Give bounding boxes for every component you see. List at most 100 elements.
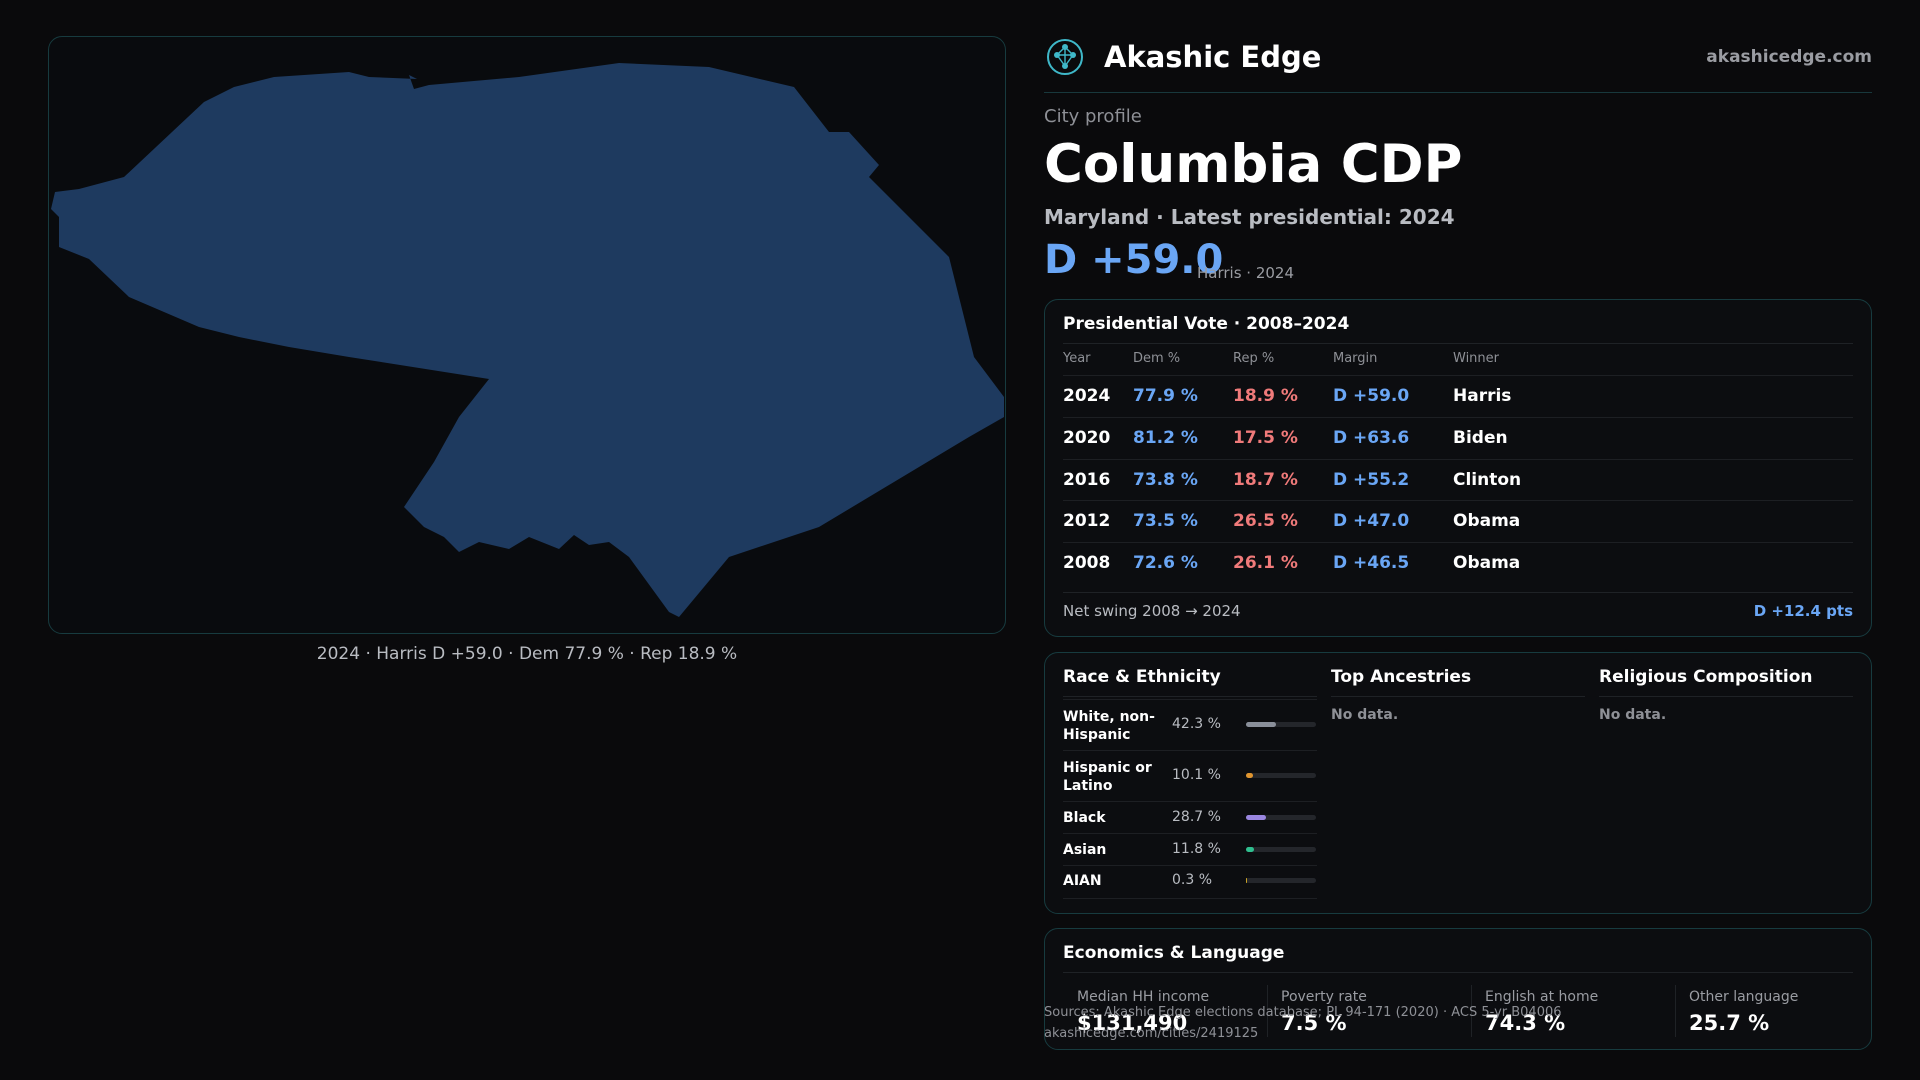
cell-dem: 73.5 % — [1133, 511, 1198, 531]
divider — [1471, 985, 1472, 1037]
stat-value: 74.3 % — [1485, 1011, 1566, 1035]
stat-label: English at home — [1485, 989, 1599, 1005]
race-row: Black 28.7 % — [1063, 801, 1317, 834]
city-boundary-shape[interactable] — [51, 63, 1004, 617]
top-ancestries-title: Top Ancestries — [1331, 667, 1472, 687]
race-row: Hispanic or Latino 10.1 % — [1063, 750, 1317, 802]
page-subtitle: Maryland · Latest presidential: 2024 — [1044, 205, 1455, 229]
cell-dem: 81.2 % — [1133, 428, 1198, 448]
cell-dem: 73.8 % — [1133, 470, 1198, 490]
brand-name[interactable]: Akashic Edge — [1104, 40, 1322, 74]
col-header-rep: Rep % — [1233, 351, 1275, 366]
table-row[interactable]: 2012 73.5 % 26.5 % D +47.0 Obama — [1063, 500, 1853, 542]
stat-label: Other language — [1689, 989, 1799, 1005]
race-bar-track — [1246, 815, 1316, 820]
page-kicker: City profile — [1044, 106, 1142, 127]
race-bar-track — [1246, 878, 1316, 883]
vote-card-title: Presidential Vote · 2008–2024 — [1063, 314, 1350, 334]
site-link[interactable]: akashicedge.com — [1706, 47, 1872, 67]
divider — [1675, 985, 1676, 1037]
presidential-vote-card: Presidential Vote · 2008–2024 Year Dem %… — [1044, 299, 1872, 637]
col-header-dem: Dem % — [1133, 351, 1181, 366]
source-note: Sources: Akashic Edge elections database… — [1044, 1005, 1562, 1020]
table-row[interactable]: 2020 81.2 % 17.5 % D +63.6 Biden — [1063, 417, 1853, 459]
city-boundary-map — [51, 63, 1004, 617]
race-name: AIAN — [1063, 873, 1102, 889]
stat-value: 25.7 % — [1689, 1011, 1770, 1035]
demographics-card: Race & Ethnicity Top Ancestries No data.… — [1044, 652, 1872, 914]
cell-winner: Obama — [1453, 511, 1521, 531]
race-row: Asian 11.8 % — [1063, 833, 1317, 866]
divider — [1063, 343, 1853, 344]
race-bar-fill — [1246, 722, 1276, 727]
ancestries-empty-text: No data. — [1331, 707, 1399, 723]
cell-margin: D +47.0 — [1333, 511, 1410, 531]
race-pct: 0.3 % — [1172, 872, 1213, 888]
stat-label: Poverty rate — [1281, 989, 1367, 1005]
cell-year: 2020 — [1063, 428, 1111, 448]
map-panel — [48, 36, 1006, 634]
cell-margin: D +59.0 — [1333, 386, 1410, 406]
race-pct: 42.3 % — [1172, 716, 1221, 732]
race-bar-fill — [1246, 847, 1255, 852]
divider — [1331, 696, 1585, 697]
race-pct: 11.8 % — [1172, 841, 1221, 857]
site-header: Akashic Edge akashicedge.com — [1044, 36, 1872, 93]
cell-rep: 17.5 % — [1233, 428, 1298, 448]
race-name: Black — [1063, 810, 1106, 826]
race-bar-fill — [1246, 773, 1254, 778]
headline-margin-note: Harris · 2024 — [1197, 264, 1295, 282]
cell-winner: Biden — [1453, 428, 1508, 448]
religion-empty-text: No data. — [1599, 707, 1667, 723]
economics-card: Economics & Language Median HH income $1… — [1044, 928, 1872, 1050]
divider — [1267, 985, 1268, 1037]
cell-dem: 77.9 % — [1133, 386, 1198, 406]
race-bar-fill — [1246, 815, 1267, 820]
col-header-winner: Winner — [1453, 351, 1500, 366]
cell-margin: D +63.6 — [1333, 428, 1410, 448]
cell-margin: D +46.5 — [1333, 553, 1410, 573]
stat-label: Median HH income — [1077, 989, 1210, 1005]
net-swing-value: D +12.4 pts — [1753, 602, 1853, 620]
cell-year: 2008 — [1063, 553, 1111, 573]
source-url-link[interactable]: akashicedge.com/cities/2419125 — [1044, 1026, 1259, 1041]
cell-rep: 26.5 % — [1233, 511, 1298, 531]
col-header-year: Year — [1063, 351, 1091, 366]
cell-winner: Clinton — [1453, 470, 1522, 490]
religious-composition-title: Religious Composition — [1599, 667, 1813, 687]
map-caption: 2024 · Harris D +59.0 · Dem 77.9 % · Rep… — [316, 644, 738, 664]
table-row[interactable]: 2016 73.8 % 18.7 % D +55.2 Clinton — [1063, 459, 1853, 501]
race-row: White, non-Hispanic 42.3 % — [1063, 699, 1317, 751]
divider — [1063, 592, 1853, 593]
stat-value: 7.5 % — [1281, 1011, 1347, 1035]
cell-year: 2012 — [1063, 511, 1111, 531]
divider — [1063, 696, 1317, 697]
cell-rep: 18.7 % — [1233, 470, 1298, 490]
race-pct: 28.7 % — [1172, 809, 1221, 825]
cell-margin: D +55.2 — [1333, 470, 1410, 490]
cell-year: 2016 — [1063, 470, 1111, 490]
race-name: White, non-Hispanic — [1063, 709, 1155, 743]
net-swing-label: Net swing 2008 → 2024 — [1063, 602, 1241, 620]
cell-year: 2024 — [1063, 386, 1111, 406]
race-row: AIAN 0.3 % — [1063, 865, 1317, 899]
cell-winner: Harris — [1453, 386, 1512, 406]
cell-dem: 72.6 % — [1133, 553, 1198, 573]
race-name: Asian — [1063, 842, 1107, 858]
cell-winner: Obama — [1453, 553, 1521, 573]
race-pct: 10.1 % — [1172, 767, 1221, 783]
race-bar-track — [1246, 773, 1316, 778]
col-header-margin: Margin — [1333, 351, 1378, 366]
race-bar-track — [1246, 722, 1316, 727]
race-ethnicity-title: Race & Ethnicity — [1063, 667, 1221, 687]
stat-value: $131,490 — [1077, 1011, 1188, 1035]
headline-margin: D +59.0 — [1044, 237, 1224, 283]
tree-of-life-icon[interactable] — [1046, 38, 1084, 76]
race-bar-track — [1246, 847, 1316, 852]
economics-title: Economics & Language — [1063, 943, 1285, 963]
cell-rep: 18.9 % — [1233, 386, 1298, 406]
page-title: Columbia CDP — [1044, 134, 1463, 195]
race-name: Hispanic or Latino — [1063, 760, 1152, 794]
table-row[interactable]: 2008 72.6 % 26.1 % D +46.5 Obama — [1063, 542, 1853, 584]
table-row[interactable]: 2024 77.9 % 18.9 % D +59.0 Harris — [1063, 375, 1853, 417]
